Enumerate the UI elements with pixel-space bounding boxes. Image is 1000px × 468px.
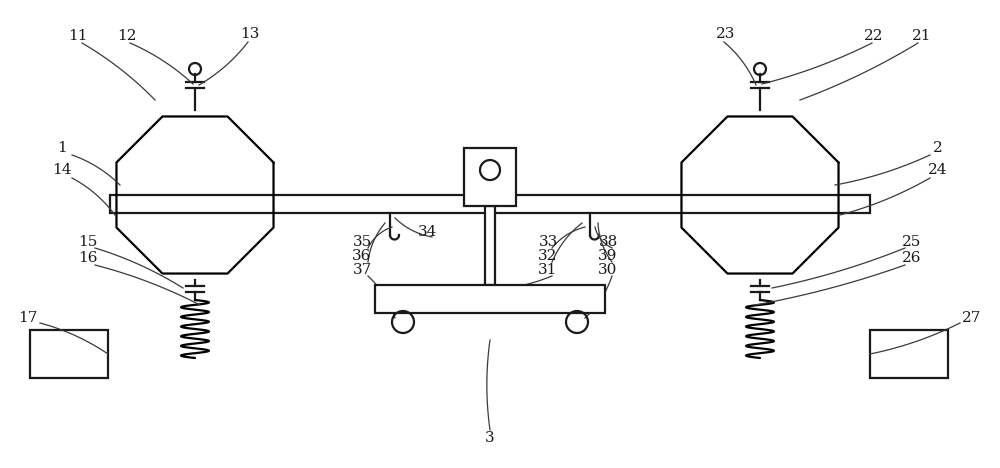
Text: 25: 25 [902,235,922,249]
Text: 17: 17 [18,311,38,325]
Text: 3: 3 [485,431,495,445]
Text: 35: 35 [352,235,372,249]
Text: 34: 34 [418,225,438,239]
FancyBboxPatch shape [464,148,516,206]
Text: 24: 24 [928,163,948,177]
Text: 2: 2 [933,141,943,155]
Text: 22: 22 [864,29,884,43]
Text: 27: 27 [962,311,982,325]
Text: 33: 33 [538,235,558,249]
FancyBboxPatch shape [375,285,605,313]
Text: 39: 39 [598,249,618,263]
Text: 36: 36 [352,249,372,263]
Text: 14: 14 [52,163,72,177]
Text: 26: 26 [902,251,922,265]
FancyBboxPatch shape [870,330,948,378]
Text: 12: 12 [117,29,137,43]
Text: 32: 32 [538,249,558,263]
Text: 16: 16 [78,251,98,265]
Text: 1: 1 [57,141,67,155]
Text: 11: 11 [68,29,88,43]
Text: 31: 31 [538,263,558,277]
FancyBboxPatch shape [30,330,108,378]
Text: 38: 38 [598,235,618,249]
Text: 21: 21 [912,29,932,43]
Text: 37: 37 [352,263,372,277]
Text: 15: 15 [78,235,98,249]
Text: 13: 13 [240,27,260,41]
Text: 30: 30 [598,263,618,277]
FancyBboxPatch shape [110,195,870,213]
FancyBboxPatch shape [485,206,495,285]
Text: 23: 23 [716,27,736,41]
